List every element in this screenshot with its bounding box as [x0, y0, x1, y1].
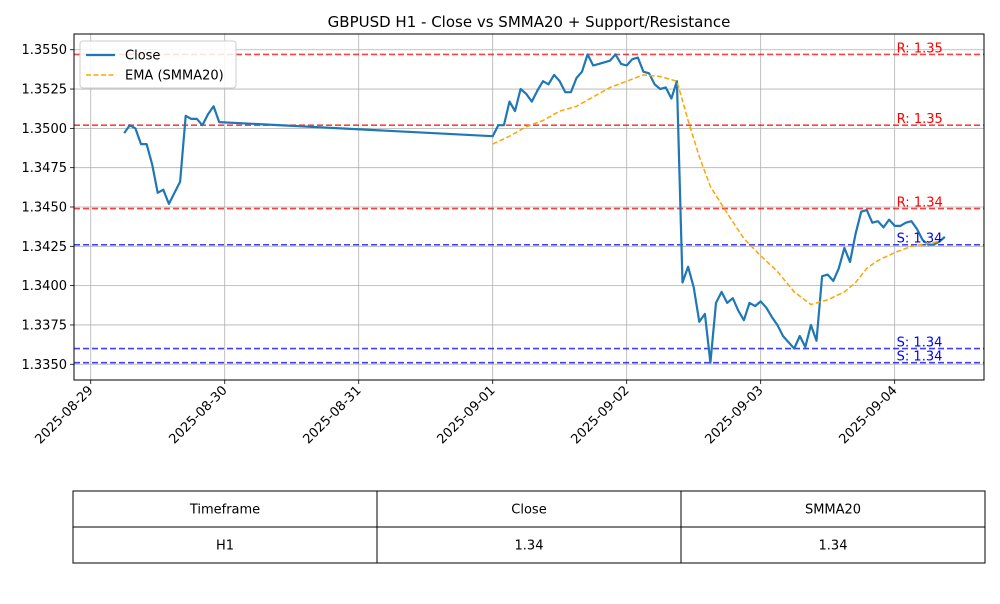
table-cell [376, 490, 682, 528]
support-resistance-lines [74, 53, 984, 364]
chart-title: GBPUSD H1 - Close vs SMMA20 + Support/Re… [328, 13, 731, 31]
x-tick-label: 2025-09-04 [836, 383, 900, 447]
y-tick-label: 1.3375 [22, 318, 68, 333]
resistance-label: R: 1.35 [897, 112, 943, 127]
support-label: S: 1.34 [897, 336, 943, 351]
support-label: S: 1.34 [897, 350, 943, 365]
y-tick-label: 1.3425 [22, 240, 68, 255]
summary-table: Timeframe Close SMMA20 H1 1.34 1.34 [72, 490, 986, 564]
y-tick-label: 1.3400 [22, 279, 68, 294]
x-axis: 2025-08-29 2025-08-30 2025-08-31 2025-09-01… [33, 380, 901, 447]
y-tick-label: 1.3500 [22, 122, 68, 137]
x-tick-label: 2025-09-01 [435, 383, 499, 447]
resistance-label: R: 1.35 [897, 41, 943, 56]
legend-box [79, 40, 237, 89]
table-header: SMMA20 [805, 503, 861, 518]
legend-label: EMA (SMMA20) [125, 69, 224, 84]
grid [74, 34, 984, 380]
legend-label: Close [125, 49, 160, 64]
support-label: S: 1.34 [897, 232, 943, 247]
table-cell [72, 526, 378, 564]
table-value: H1 [216, 539, 234, 554]
table-value: 1.34 [819, 539, 848, 554]
legend: Close EMA (SMMA20) [79, 40, 237, 89]
smma20-line [492, 74, 940, 306]
x-tick-label: 2025-08-30 [167, 383, 231, 447]
close-line [123, 53, 946, 364]
y-tick-label: 1.3475 [22, 161, 68, 176]
level-labels: R: 1.35R: 1.35R: 1.34S: 1.34S: 1.34S: 1.… [897, 41, 943, 364]
table-cell [680, 526, 986, 564]
series-lines [123, 53, 946, 364]
resistance-label: R: 1.34 [897, 196, 943, 211]
x-tick-label: 2025-09-02 [568, 383, 632, 447]
y-tick-label: 1.3350 [22, 358, 68, 373]
x-tick-label: 2025-08-31 [301, 383, 365, 447]
table-header: Timeframe [189, 503, 260, 518]
x-tick-label: 2025-08-29 [33, 383, 97, 447]
y-tick-label: 1.3450 [22, 201, 68, 216]
y-tick-label: 1.3550 [22, 43, 68, 58]
y-tick-label: 1.3525 [22, 83, 68, 98]
table-value: 1.34 [515, 539, 544, 554]
y-axis: 1.3350 1.3375 1.3400 1.3425 1.3450 1.3475 1.35… [22, 43, 74, 373]
table-header: Close [511, 503, 546, 518]
x-tick-label: 2025-09-03 [702, 383, 766, 447]
